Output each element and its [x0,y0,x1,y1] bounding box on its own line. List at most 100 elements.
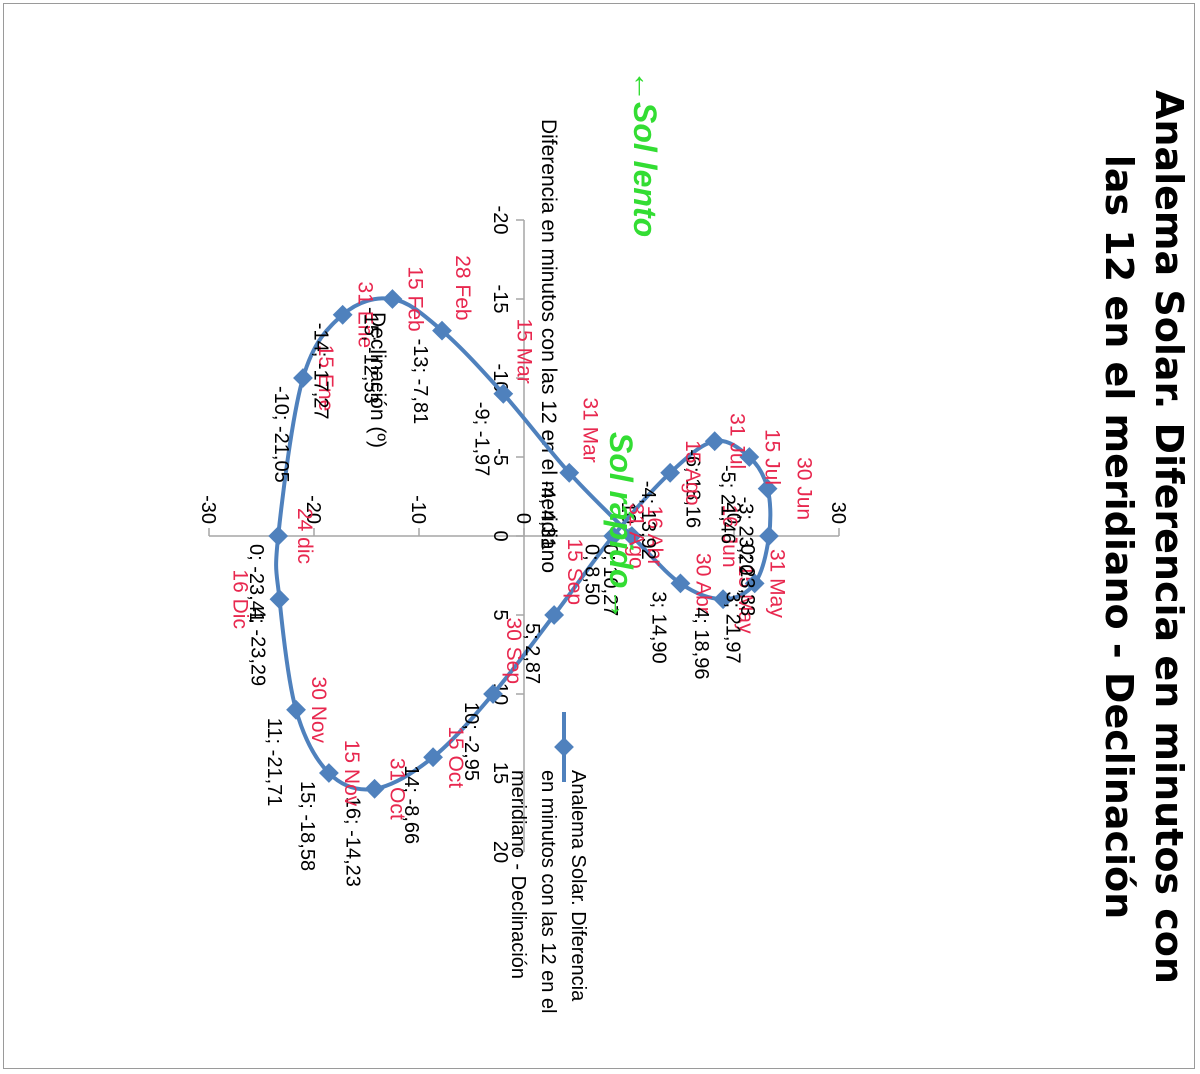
data-point-date-label: 30 Sep [502,617,525,684]
data-point-marker [493,383,514,404]
data-point-value-label: -3; 23,20 [735,497,757,576]
data-point-marker [704,431,725,452]
data-point-date-label: 28 Feb [451,255,474,320]
data-point-value-label: 5; 2,87 [521,623,543,684]
data-point-value-label: 4; -23,29 [246,607,268,686]
data-point-marker [621,526,642,546]
x-tick-label: 15 [489,762,511,784]
x-tick-label: -5 [489,448,511,466]
data-point-value-label: -15; -12,53 [359,307,381,404]
data-point-marker [268,526,289,546]
x-tick-label: 20 [489,841,511,863]
legend-entry: Analema Solar. Diferencia en minutos con… [507,770,589,1019]
data-point-value-label: -13; -7,81 [409,339,431,425]
y-tick-label: 0 [512,513,534,524]
data-point-value-label: -4; 13,92 [637,481,659,560]
data-point: 10; -2,95 30 Sep [460,617,525,781]
data-point-date-label: 30 Nov [307,677,330,744]
data-point-marker [670,573,691,594]
y-tick-label: -20 [302,495,324,524]
data-point-date-label: 15 Oct [444,726,467,788]
data-point-date-label: 24 dic [293,508,316,564]
data-point-marker [759,526,779,546]
data-point-value-label: -10; -21,05 [270,386,292,483]
data-point-date-label: 15 Mar [512,318,535,383]
legend-marker [554,737,574,757]
data-point: -3; 23,20 30 Jun [735,457,816,575]
data-point-marker [544,605,565,625]
data-point-date-label: 31 Jul [726,413,749,469]
legend-line-2: en minutos con las 12 en el [537,770,559,1014]
data-point-date-label: 30 Abr [691,553,714,614]
data-point-value-label: 15; -18,58 [296,781,318,871]
y-tick-label: 10 [617,502,639,524]
x-axis-title: Diferencia en minutos con las 12 en el m… [537,119,560,573]
data-point-date-label: 15 Ene [314,345,337,412]
legend: Analema Solar. Diferencia en minutos con… [507,712,589,1019]
arrow-right-icon: → [603,588,639,620]
y-axis-title: Declinación (º) [366,312,389,448]
arrow-left-icon: ← [627,70,663,102]
data-point-date-label: 15 Nov [340,740,363,807]
data-point-value-label: 14; -8,66 [400,765,422,844]
x-tick-label: 0 [489,530,511,541]
data-point-date-label: 31 Ene [354,282,377,349]
data-point: -4; 13,92 15 Ago [637,440,704,560]
y-tick-label: -30 [197,495,219,524]
chart-title-line-1: Analema Solar. Diferencia en minutos con [1147,90,1191,984]
data-point-marker [713,589,733,610]
data-point-value-label: -9; -1,97 [470,402,492,476]
chart-title-line-2: las 12 en el meridiano - Declinación [1097,155,1141,919]
data-point-marker [483,684,503,704]
data-point: 0; -23,41 24 dic [245,508,316,623]
data-point-date-label: 15 Feb [403,266,426,331]
data-point-date-label: 15 Jul [760,429,783,485]
data-point: -6; 18,16 31 Jul [682,413,749,528]
legend-line-1: Analema Solar. Diferencia [567,770,589,1002]
data-point-marker [293,368,313,388]
data-point: -4; 4,31 31 Mar [536,397,601,548]
data-point-date-label: 16 Abr [643,506,666,567]
data-point: 11; -21,71 30 Nov [263,677,330,807]
data-point-date-label: 31 Oct [386,758,409,820]
data-point-marker [660,462,681,483]
legend-line-3: meridiano - Declinación [507,770,529,979]
data-point-marker [423,747,443,768]
data-point-marker [739,447,760,467]
data-point: 3; 14,90 30 Abr [647,553,714,664]
annotation-fast-sun: Sol rápido→ [603,432,639,620]
data-point-value-label: 4; 18,96 [690,607,712,679]
data-point-marker [286,699,306,720]
data-point-date-label: 30 Jun [793,457,816,520]
data-point-value-label: 3; 14,90 [647,591,669,663]
data-point: 0; 8,50 31 Ago [580,503,647,605]
data-point-date-label: 31 Ago [624,503,647,568]
y-tick-label: 20 [722,502,744,524]
data-point-value-label: -4; 4,31 [536,481,558,549]
data-point: -13; -7,81 28 Feb [409,255,474,424]
data-point-value-label: -5; 21,46 [716,465,738,544]
data-point: -15; -12,53 15 Feb [359,266,426,403]
data-point: -5; 21,46 15 Jul [716,429,783,544]
data-point-value-label: -14; -17,27 [310,323,332,420]
y-tick-label: 30 [827,502,849,524]
x-tick-label: 5 [489,609,511,620]
data-point: 0; 10,27 16 Abr [599,506,666,617]
data-point-date-label: 16 Jun [718,504,741,567]
series-layer: 0; -23,41 24 dic -10; -21,05 15 Ene-14; -17… [228,255,815,887]
data-point-marker [559,462,580,483]
data-point-value-label: 0; 8,50 [580,544,602,605]
data-point-value-label: -6; 18,16 [682,449,704,528]
data-point-value-label: 11; -21,71 [263,718,285,807]
data-point-marker [757,478,778,499]
data-point-marker [269,589,290,610]
data-point-date-label: 31 May [766,549,789,618]
data-point: 5; 2,87 15 Sep [521,538,586,684]
annotation-slow-sun: ←Sol lento [627,70,663,237]
data-point-date-label: 16 Dic [228,569,251,629]
data-point-marker [432,320,452,341]
